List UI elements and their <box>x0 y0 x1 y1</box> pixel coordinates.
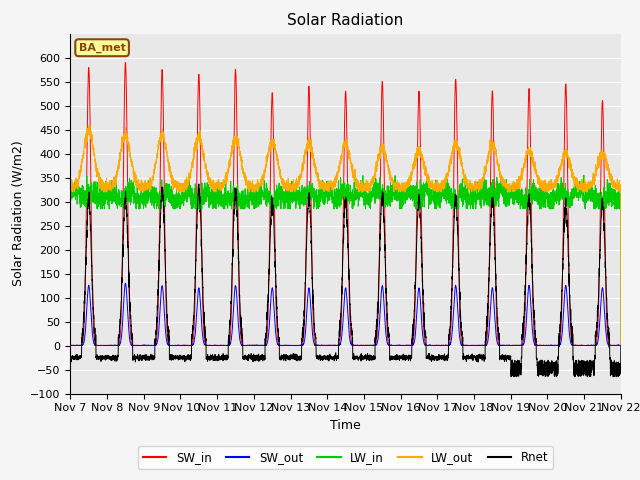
LW_out <box>325 184 333 190</box>
SW_out <box>166 342 173 348</box>
SW_out <box>438 342 446 348</box>
SW_out <box>67 343 74 348</box>
Rnet <box>609 374 617 380</box>
Text: BA_met: BA_met <box>79 43 125 53</box>
LW_in <box>166 181 173 187</box>
LW_out <box>438 185 446 191</box>
LW_out <box>617 343 625 348</box>
LW_in <box>616 206 624 212</box>
SW_out <box>616 343 624 348</box>
LW_out <box>469 183 477 189</box>
LW_in <box>500 201 508 207</box>
LW_in <box>67 194 74 200</box>
Rnet <box>500 355 508 361</box>
LW_out <box>86 122 93 128</box>
Rnet <box>616 371 624 377</box>
LW_in <box>325 192 333 197</box>
SW_in <box>67 343 74 348</box>
Rnet <box>195 181 203 187</box>
SW_out <box>469 343 477 348</box>
SW_in <box>67 342 74 348</box>
SW_out <box>122 280 129 286</box>
Rnet <box>438 353 446 359</box>
SW_out <box>500 342 508 348</box>
LW_in <box>438 183 446 189</box>
SW_out <box>325 343 333 348</box>
SW_in <box>469 343 477 348</box>
SW_in <box>166 342 173 348</box>
Line: LW_out: LW_out <box>70 125 621 346</box>
SW_in <box>439 343 447 348</box>
Rnet <box>617 343 625 348</box>
LW_out <box>166 167 173 173</box>
Rnet <box>469 358 477 363</box>
Title: Solar Radiation: Solar Radiation <box>287 13 404 28</box>
X-axis label: Time: Time <box>330 419 361 432</box>
LW_in <box>497 172 504 178</box>
LW_out <box>500 182 508 188</box>
SW_in <box>500 343 508 348</box>
Y-axis label: Solar Radiation (W/m2): Solar Radiation (W/m2) <box>12 141 25 287</box>
SW_in <box>616 343 624 348</box>
LW_in <box>469 206 477 212</box>
LW_in <box>617 343 625 348</box>
SW_in <box>325 343 333 348</box>
SW_in <box>122 60 129 65</box>
Rnet <box>325 354 333 360</box>
SW_out <box>617 343 625 348</box>
Rnet <box>166 334 173 339</box>
SW_in <box>617 342 625 348</box>
LW_out <box>616 183 624 189</box>
Line: LW_in: LW_in <box>70 175 621 346</box>
Line: Rnet: Rnet <box>70 184 621 377</box>
Rnet <box>67 357 74 362</box>
Line: SW_out: SW_out <box>70 283 621 346</box>
Legend: SW_in, SW_out, LW_in, LW_out, Rnet: SW_in, SW_out, LW_in, LW_out, Rnet <box>138 446 553 469</box>
Line: SW_in: SW_in <box>70 62 621 346</box>
LW_out <box>67 185 74 191</box>
